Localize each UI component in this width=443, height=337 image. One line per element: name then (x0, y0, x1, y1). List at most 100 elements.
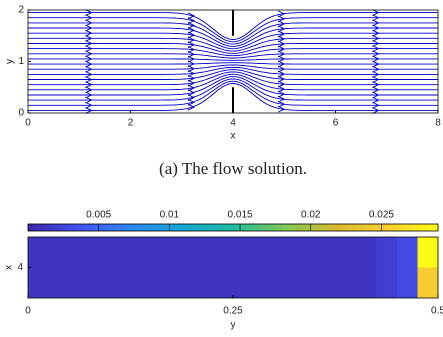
flow-arrow (187, 31, 196, 39)
streamline (28, 58, 438, 61)
flow-arrow (372, 81, 380, 89)
streamline (28, 71, 438, 86)
flow-arrow (277, 85, 286, 93)
flow-arrow (85, 101, 93, 109)
flow-arrow (277, 25, 286, 33)
streamline (28, 48, 438, 57)
flow-arrow (85, 45, 93, 53)
streamline (28, 27, 438, 47)
flow-arrow (187, 98, 196, 106)
flow-arrow (187, 103, 196, 111)
flow-arrow (277, 80, 286, 88)
y-tick-label: 1 (18, 56, 24, 67)
flow-arrow (372, 65, 380, 73)
flow-arrow (85, 55, 93, 63)
flow-arrow (277, 50, 286, 58)
colorbar (27, 223, 439, 232)
flow-arrow (85, 96, 93, 104)
flow-arrow (187, 22, 196, 29)
flow-arrow (187, 50, 196, 58)
flow-arrow (85, 14, 93, 22)
x-axis-label: x (231, 131, 236, 142)
flow-arrow (85, 34, 93, 42)
y-tick-label: 4 (17, 262, 23, 273)
streamline (28, 12, 438, 40)
flow-arrow (277, 65, 286, 73)
y-axis-label: x (4, 265, 15, 270)
flow-arrow (187, 89, 196, 97)
flow-arrow (85, 107, 93, 114)
flow-arrow (85, 76, 93, 83)
heatmap-cell (417, 237, 438, 268)
flow-arrow (85, 24, 93, 32)
colorbar-tick-label: 0.015 (228, 210, 253, 221)
heatmap-cell (376, 267, 397, 298)
flow-arrow (187, 36, 196, 44)
flow-arrow (85, 81, 93, 89)
flow-arrow (187, 46, 196, 53)
flow-arrow (187, 84, 196, 92)
flow-arrow (372, 101, 380, 109)
flow-arrow (372, 9, 380, 16)
flow-arrow (372, 70, 380, 78)
flow-arrow (372, 29, 380, 37)
colorbar-tick-label: 0.02 (301, 210, 321, 221)
flow-arrow (372, 34, 380, 42)
flow-arrow (372, 19, 380, 27)
heatmap-cell (28, 237, 377, 268)
y-axis-label: y (5, 59, 16, 64)
streamline (28, 37, 438, 52)
flow-arrow (277, 60, 286, 68)
flow-arrow (187, 65, 196, 73)
flow-arrow (277, 40, 286, 48)
streamline (28, 83, 438, 111)
flow-arrow (277, 90, 286, 98)
y-tick-label: 0 (18, 108, 24, 119)
flow-arrow (85, 86, 93, 94)
flow-arrow (277, 45, 286, 53)
flow-arrow (372, 24, 380, 32)
flow-arrow (277, 30, 286, 38)
flow-arrow (187, 12, 196, 20)
flow-arrow (85, 29, 93, 37)
x-tick-label: 0.25 (223, 306, 243, 317)
flow-arrow (372, 96, 380, 104)
flow-arrow (187, 17, 196, 25)
heatmap-cell (376, 237, 397, 268)
flow-arrow (85, 60, 93, 68)
flow-arrow (372, 50, 380, 58)
flow-arrow (85, 40, 93, 47)
flow-arrow (372, 91, 380, 99)
flow-arrow (277, 70, 286, 78)
flow-arrow (187, 70, 196, 77)
flow-arrow (372, 76, 380, 83)
flow-arrow (85, 9, 93, 16)
flow-arrow (187, 41, 196, 49)
streamline (28, 32, 438, 50)
heatmap-cell (417, 267, 438, 298)
flow-arrow (372, 55, 380, 63)
flow-arrow (85, 91, 93, 99)
flow-arrow (372, 60, 380, 68)
streamline (28, 17, 438, 43)
flow-arrow (85, 19, 93, 27)
flow-arrow (372, 107, 380, 114)
colorbar-tick-label: 0.01 (160, 210, 180, 221)
streamline (28, 78, 438, 101)
flow-arrow (277, 15, 286, 23)
flow-arrow (372, 45, 380, 53)
flow-arrow (187, 79, 196, 87)
y-tick-label: 2 (18, 5, 24, 16)
caption: (a) The flow solution. (159, 159, 307, 178)
x-axis-label: y (231, 320, 236, 331)
x-tick-label: 0 (25, 118, 31, 129)
streamline (28, 43, 438, 54)
heatmap-cell (28, 267, 377, 298)
flow-arrow (187, 26, 196, 34)
x-tick-label: 4 (230, 118, 236, 129)
streamline (28, 76, 438, 96)
flow-arrow (372, 14, 380, 22)
streamline (28, 73, 438, 91)
x-tick-label: 0 (25, 306, 31, 317)
